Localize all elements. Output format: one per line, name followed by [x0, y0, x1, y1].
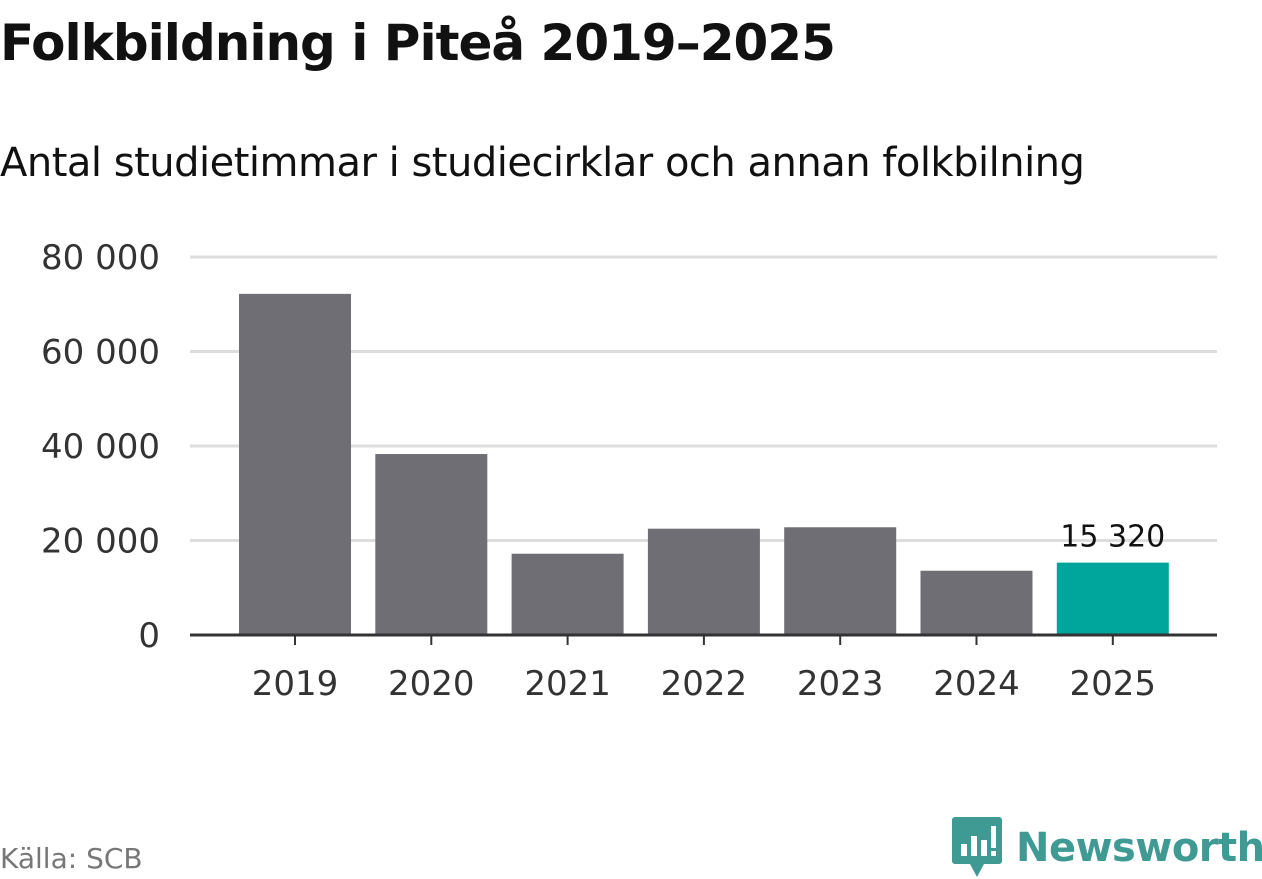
- x-tick-label: 2021: [524, 664, 611, 704]
- x-tick-label: 2024: [933, 664, 1020, 704]
- bar-2022: [647, 528, 760, 635]
- labels: 0 20 000 40 000 60 000 80 000 2019 2020 2021 202…: [41, 238, 1165, 704]
- y-tick-label: 0: [138, 616, 160, 656]
- brand-name: Newsworthy: [1016, 825, 1262, 871]
- bar-2023: [784, 527, 897, 635]
- x-axis: [190, 633, 1217, 645]
- y-tick-label: 60 000: [41, 333, 160, 373]
- y-tick-label: 40 000: [41, 427, 160, 467]
- x-tick-label: 2019: [252, 664, 339, 704]
- bar-2025: [1056, 562, 1169, 635]
- y-tick-label: 20 000: [41, 522, 160, 562]
- x-tick-label: 2020: [388, 664, 475, 704]
- chart-title: Folkbildning i Piteå 2019–2025: [0, 14, 836, 72]
- source-note: Källa: SCB: [0, 842, 143, 875]
- x-tick-label: 2022: [661, 664, 748, 704]
- x-tick-label: 2023: [797, 664, 884, 704]
- bar-2019: [239, 293, 351, 635]
- bars: [239, 293, 1169, 635]
- chart-subtitle: Antal studietimmar i studiecirklar och a…: [0, 140, 1085, 186]
- bar-2021: [511, 553, 624, 635]
- newsworthy-logo-icon: [952, 817, 1002, 877]
- newsworthy-logo: Newsworthy: [952, 817, 1262, 878]
- bar-2020: [375, 454, 488, 635]
- y-tick-label: 80 000: [41, 238, 160, 278]
- x-tick-label: 2025: [1070, 664, 1157, 704]
- data-label: 15 320: [1060, 520, 1165, 555]
- bar-2024: [920, 570, 1033, 635]
